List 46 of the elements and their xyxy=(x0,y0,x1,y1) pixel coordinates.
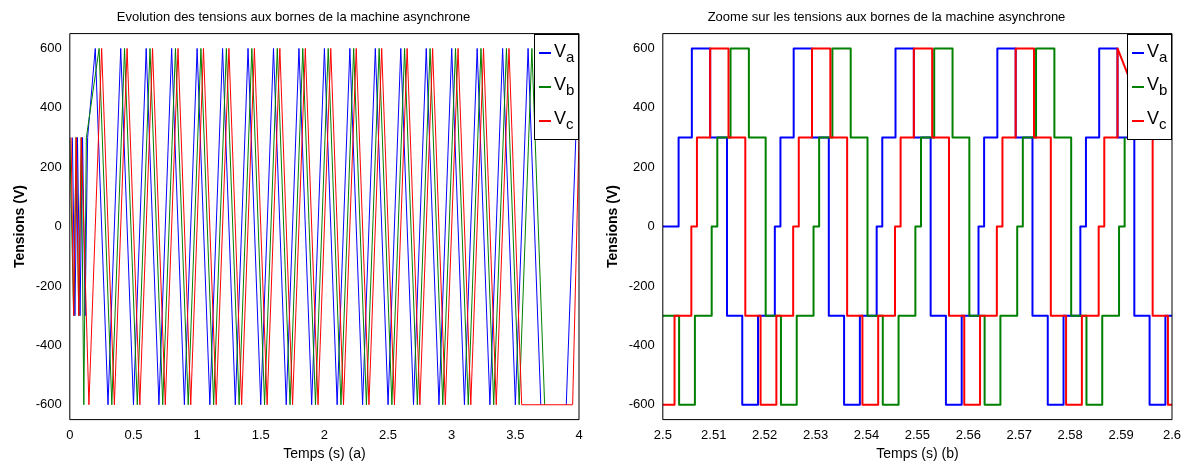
x-tick-label: 2.6 xyxy=(1162,426,1182,442)
legend-label: V$_{c}$ xyxy=(1147,106,1167,134)
legend-label: V$_{b}$ xyxy=(1147,73,1168,100)
y-tick-label: -200 xyxy=(628,277,655,293)
x-tick-label: 3 xyxy=(448,426,456,442)
x-tick-label: 2.55 xyxy=(904,426,931,442)
y-tick-label: -600 xyxy=(628,396,655,412)
legend-label: V$_{b}$ xyxy=(554,73,575,100)
x-tick-label: 1 xyxy=(193,426,201,442)
x-tick-label: 2.52 xyxy=(752,426,778,442)
y-tick-label: -400 xyxy=(628,336,655,352)
x-tick-label: 0.5 xyxy=(124,426,143,442)
y-tick-label: 0 xyxy=(647,218,655,234)
y-tick-label: -400 xyxy=(35,336,62,352)
legend-label: V$_{a}$ xyxy=(1147,39,1168,67)
x-tick-label: 2.59 xyxy=(1108,426,1134,442)
y-tick-label: 200 xyxy=(633,158,655,174)
x-tick-label: 0 xyxy=(66,426,74,442)
y-tick-label: 600 xyxy=(40,40,62,56)
x-tick-label: 2.51 xyxy=(701,426,727,442)
x-tick-label: 2 xyxy=(320,426,329,442)
x-axis-title: Temps (s) (b) xyxy=(876,445,959,462)
x-tick-label: 2.54 xyxy=(853,426,880,442)
y-axis-title: Tensions (V) xyxy=(11,185,28,269)
x-tick-label: 3.5 xyxy=(506,426,525,442)
x-tick-label: 4 xyxy=(575,426,583,442)
x-tick-label: 2.5 xyxy=(653,426,672,442)
chart-title: Evolution des tensions aux bornes de la machine asynchrone xyxy=(116,9,471,25)
x-tick-label: 1.5 xyxy=(251,426,270,442)
chart-title: Zoome sur les tensions aux bornes de la machine asynchrone xyxy=(707,9,1066,25)
y-axis-title: Tensions (V) xyxy=(604,185,621,269)
y-tick-label: 400 xyxy=(633,99,655,115)
y-tick-label: 400 xyxy=(40,99,62,115)
x-tick-label: 2.57 xyxy=(1006,426,1032,442)
x-tick-label: 2.58 xyxy=(1057,426,1083,442)
y-tick-label: -600 xyxy=(35,396,62,412)
y-tick-label: 600 xyxy=(633,40,655,56)
y-tick-label: 200 xyxy=(40,158,62,174)
legend-label: V$_{c}$ xyxy=(554,106,574,134)
x-tick-label: 2.53 xyxy=(802,426,829,442)
y-tick-label: -200 xyxy=(35,277,62,293)
x-tick-label: 2.5 xyxy=(379,426,398,442)
y-tick-label: 0 xyxy=(54,218,62,234)
x-axis-title: Temps (s) (a) xyxy=(283,445,366,462)
x-tick-label: 2.56 xyxy=(955,426,981,442)
legend-label: V$_{a}$ xyxy=(554,39,575,67)
